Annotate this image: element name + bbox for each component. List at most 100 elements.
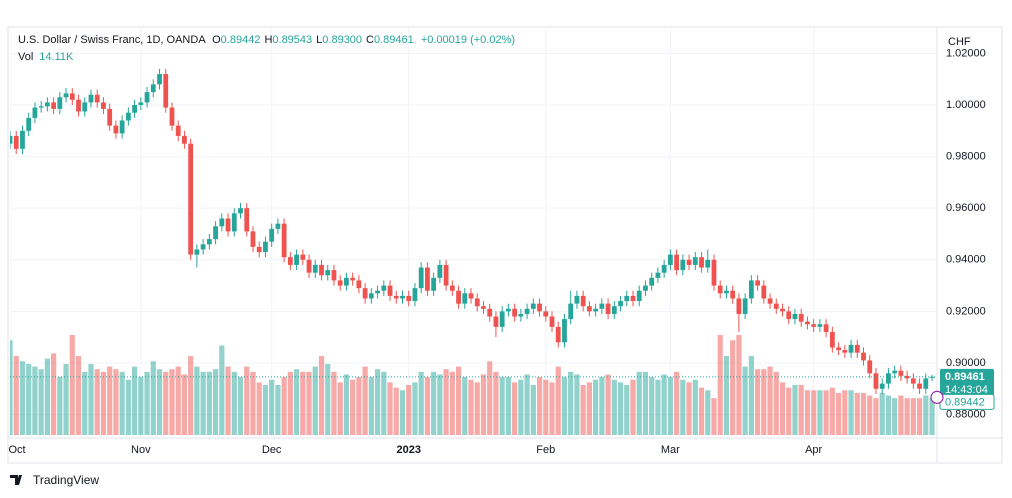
candle-body [13,135,19,149]
x-tick-label: Apr [805,444,822,456]
volume-bar [300,371,306,435]
volume-bar [237,377,244,435]
candle-body [717,285,723,294]
candle-body [150,84,156,93]
candle-body [742,298,748,314]
candle-body [269,228,275,242]
candle-body [786,311,792,320]
candle-body [636,290,642,302]
volume-bar [468,379,474,435]
volume-bar [536,377,543,435]
candle-body [169,107,175,126]
candle-body [331,270,337,281]
candle-body [287,257,293,265]
candle-body [630,295,636,302]
volume-bar [655,379,661,435]
field-value: 0.89543 [272,34,313,46]
candle-body [649,277,655,286]
candle-body [674,254,680,271]
candle-body [125,112,131,121]
brand-logo [10,475,22,485]
candle-body [275,223,281,229]
candle-body [736,298,742,314]
candle-body [188,143,194,255]
volume-bar [505,377,511,435]
candle-body [530,303,536,309]
candle-body [368,293,374,299]
volume-bar [698,387,705,435]
volume-bar [269,379,275,435]
volume-bar [374,369,381,435]
volume-bar [219,345,225,435]
candle-body [506,308,511,312]
volume-bar [717,335,723,435]
symbol-header: U.S. Dollar / Swiss Franc, 1D, OANDA O0.… [18,34,519,46]
candle-body [144,92,150,103]
volume-bar [82,371,88,435]
field-value: 0.89300 [322,34,363,46]
candle-body [294,254,299,265]
volume-bar [387,382,393,435]
volume-bar [132,366,138,435]
candle-body [306,259,312,273]
candle-body [487,308,493,317]
candle-body [113,125,119,134]
volume-bar [823,390,829,435]
alert-marker [930,390,944,404]
candle-body [854,344,860,353]
volume-bar [910,398,916,435]
volume-bar [169,369,175,435]
candle-body [499,311,505,327]
volume-bar [138,377,144,435]
candle-body [449,285,455,291]
volume-bar [318,356,325,435]
last-price-box [940,368,994,398]
volume-bar [44,358,50,435]
last-price-label: 0.89461 [945,371,985,383]
volume-bar [518,379,524,435]
candle-body [362,288,368,299]
candle-body [225,218,231,232]
volume-bar [100,371,107,435]
volume-bar [75,356,82,435]
candle-body [661,264,667,273]
volume-bar [817,390,823,435]
candle-body [381,285,387,291]
volume-bar [680,379,686,435]
volume-bar [624,385,630,435]
volume-bar [356,377,362,435]
volume-bar [705,390,711,435]
candle-body [886,373,891,384]
candle-body [406,295,412,302]
candles [10,68,937,394]
candle-body [780,308,785,312]
candle-body [344,277,349,286]
candle-body [250,231,256,247]
x-tick-label: Nov [131,444,151,456]
volume-bar [723,356,730,435]
volume-bar [119,371,125,435]
candle-body [219,218,225,227]
volume-bar [455,366,462,435]
candle-body [32,107,38,118]
volume-bar [231,371,237,435]
candle-body [437,264,443,278]
candle-body [792,313,798,320]
candle-body [605,303,611,314]
volume-bar [736,335,742,435]
volume-bar [879,392,885,435]
candle-body [543,311,549,317]
volume-bar [611,379,617,435]
alert-label: 0.89442 [945,396,985,408]
candle-body [823,324,829,333]
candle-body [711,259,717,286]
y-tick-label: 0.90000 [946,357,986,369]
candle-body [26,117,32,131]
countdown: 14:43:04 [945,384,988,396]
volume-bar [524,374,530,435]
x-tick-label: Dec [262,444,282,456]
volume-bar [555,366,561,435]
candle-body [20,130,25,149]
volume-bar [418,371,424,435]
